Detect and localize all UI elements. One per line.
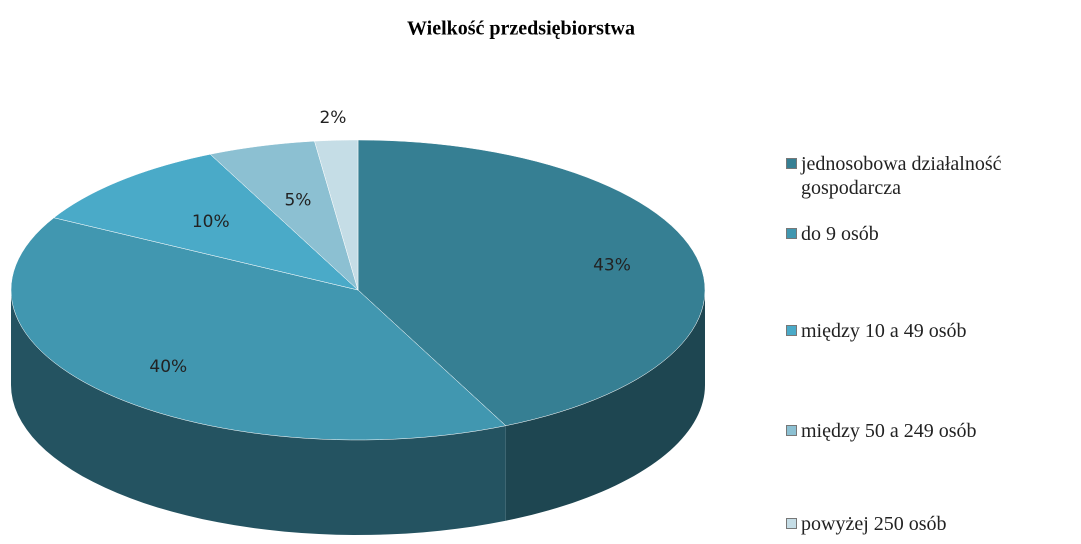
pie-slice [10,217,507,441]
pie-slice [53,154,359,291]
pie-slice [209,140,359,291]
legend-item: jednosobowa działalność gospodarcza [786,152,1078,200]
legend-item: między 50 a 249 osób [786,419,1078,443]
legend-swatch [786,425,797,436]
legend-item: do 9 osób [786,222,1078,246]
legend-label: jednosobowa działalność gospodarcza [801,153,1002,199]
legend-item: między 10 a 49 osób [786,319,1078,343]
legend-swatch [786,325,797,336]
legend-swatch [786,518,797,529]
legend-item: powyżej 250 osób [786,512,1078,536]
data-label: 43% [593,255,631,275]
legend-swatch [786,158,797,169]
legend-swatch [786,228,797,239]
data-label: 2% [319,108,346,128]
data-label: 5% [284,191,311,211]
pie-side [11,290,506,535]
chart-title: Wielkość przedsiębiorstwa [407,18,635,40]
pie-slice [314,139,359,291]
legend-label: powyżej 250 osób [801,513,947,535]
pie-slice [357,139,706,426]
legend-label: między 10 a 49 osób [801,320,967,342]
legend-label: do 9 osób [801,223,879,245]
data-label: 40% [149,357,187,377]
data-label: 10% [192,212,230,232]
pie-side [505,290,705,521]
legend-label: między 50 a 249 osób [801,420,977,442]
